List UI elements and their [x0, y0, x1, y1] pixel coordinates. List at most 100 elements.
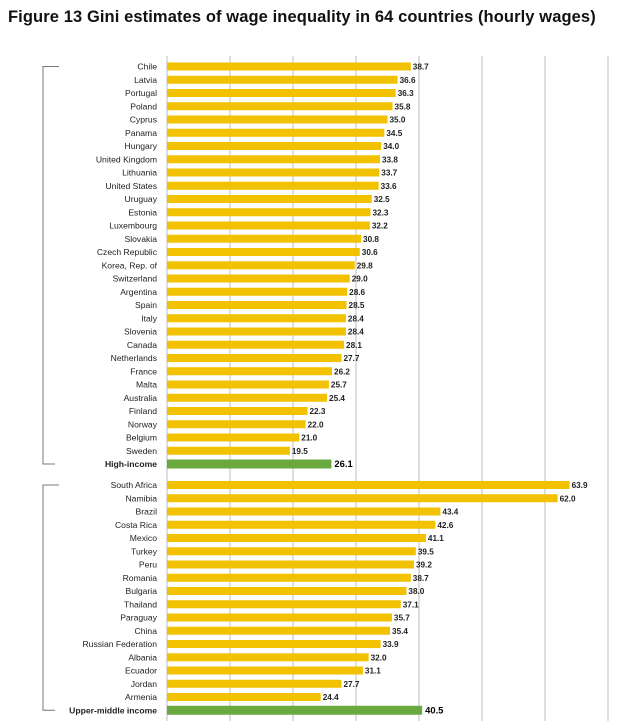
data-label-argentina: 28.6 [349, 288, 365, 297]
bar-portugal [167, 89, 396, 97]
data-label-belgium: 21.0 [301, 434, 317, 443]
data-label-russian-federation: 33.9 [383, 640, 399, 649]
category-labels: Chile Latvia Portugal Poland Cyprus Panama Hun… [69, 62, 158, 716]
data-label-chile: 38.7 [413, 63, 429, 72]
category-label-uruguay: Uruguay [125, 194, 158, 204]
category-label-united-kingdom: United Kingdom [96, 154, 157, 164]
data-label-costa-rica: 42.6 [437, 521, 453, 530]
bar-united-states [167, 181, 379, 190]
category-label-italy: Italy [141, 313, 157, 323]
data-label-korea-rep-of: 29.8 [357, 261, 373, 270]
category-label-thailand: Thailand [124, 599, 157, 609]
category-label-ecuador: Ecuador [125, 666, 157, 676]
category-label-russian-federation: Russian Federation [82, 639, 157, 649]
data-label-france: 26.2 [334, 367, 350, 376]
data-label-peru: 39.2 [416, 561, 432, 570]
category-label-south-africa: South Africa [111, 480, 158, 490]
bar-albania [167, 653, 369, 662]
category-label-paraguay: Paraguay [120, 613, 157, 623]
group-bracket-1 [42, 484, 59, 711]
bar-slovenia [167, 327, 346, 336]
category-label-spain: Spain [135, 300, 157, 310]
bar-luxembourg [167, 221, 370, 230]
category-label-australia: Australia [124, 393, 158, 403]
bar-panama [167, 128, 385, 137]
bar-netherlands [167, 354, 342, 362]
bar-poland [167, 102, 393, 111]
data-label-portugal: 36.3 [398, 89, 414, 98]
data-label-albania: 32.0 [371, 653, 387, 662]
data-label-poland: 35.8 [395, 102, 411, 111]
category-label-korea-rep-of: Korea, Rep. of [102, 260, 158, 270]
data-label-uruguay: 32.5 [374, 195, 390, 204]
data-label-namibia: 62.0 [560, 494, 576, 503]
group-bracket-0 [42, 66, 59, 465]
bar-namibia [167, 494, 558, 503]
category-label-cyprus: Cyprus [130, 115, 157, 125]
category-label-portugal: Portugal [125, 88, 157, 98]
bar-united-kingdom [167, 155, 380, 164]
bar-switzerland [167, 274, 350, 283]
data-label-italy: 28.4 [348, 314, 364, 323]
bar-russian-federation [167, 640, 381, 648]
bar-spain [167, 301, 347, 309]
category-label-slovenia: Slovenia [124, 327, 157, 337]
category-label-high-income: High-income [105, 459, 157, 469]
bar-china [167, 626, 391, 635]
category-label-armenia: Armenia [125, 692, 157, 702]
data-label-mexico: 41.1 [428, 534, 444, 543]
category-label-united-states: United States [105, 181, 157, 191]
category-label-chile: Chile [137, 62, 157, 72]
data-label-thailand: 37.1 [403, 600, 419, 609]
category-label-hungary: Hungary [125, 141, 158, 151]
data-label-bulgaria: 38.0 [408, 587, 424, 596]
category-label-lithuania: Lithuania [122, 168, 157, 178]
bar-peru [167, 560, 414, 569]
data-label-romania: 38.7 [413, 574, 429, 583]
bar-paraguay [167, 613, 392, 622]
category-label-china: China [135, 626, 158, 636]
bar-thailand [167, 600, 401, 609]
category-label-malta: Malta [136, 380, 157, 390]
bars [167, 62, 570, 715]
bar-belgium [167, 433, 300, 442]
category-label-belgium: Belgium [126, 433, 157, 443]
bar-finland [167, 407, 308, 415]
bar-south-africa [167, 481, 570, 489]
bar-cyprus [167, 115, 388, 124]
bar-ecuador [167, 666, 363, 675]
data-label-malta: 25.7 [331, 381, 347, 390]
category-label-switzerland: Switzerland [113, 274, 158, 284]
category-label-upper-middle-income: Upper-middle income [69, 705, 157, 715]
data-label-latvia: 36.6 [400, 76, 416, 85]
bar-sweden [167, 446, 290, 455]
chart-title: Figure 13 Gini estimates of wage inequal… [8, 8, 596, 26]
data-labels: 38.7 36.6 36.3 35.8 35.0 34.5 34.0 33.8 33.7 33.6… [292, 63, 588, 716]
category-label-poland: Poland [130, 101, 157, 111]
aggregate-bar-upper-middle-income [167, 705, 423, 715]
data-label-slovakia: 30.8 [363, 235, 379, 244]
category-label-finland: Finland [129, 406, 157, 416]
data-label-estonia: 32.3 [372, 208, 388, 217]
bar-norway [167, 420, 306, 429]
bar-chile [167, 62, 411, 71]
bar-bulgaria [167, 587, 407, 595]
category-label-estonia: Estonia [128, 207, 157, 217]
data-label-slovenia: 28.4 [348, 328, 364, 337]
data-label-finland: 22.3 [309, 407, 325, 416]
category-label-france: France [130, 366, 157, 376]
data-label-brazil: 43.4 [442, 508, 458, 517]
bar-malta [167, 380, 329, 389]
category-label-canada: Canada [127, 340, 157, 350]
aggregate-bar-high-income [167, 459, 332, 469]
data-label-jordan: 27.7 [344, 680, 360, 689]
data-label-turkey: 39.5 [418, 547, 434, 556]
category-label-bulgaria: Bulgaria [125, 586, 157, 596]
bar-estonia [167, 208, 371, 217]
bar-korea-rep-of [167, 261, 355, 270]
data-label-australia: 25.4 [329, 394, 345, 403]
bar-romania [167, 573, 411, 582]
data-label-armenia: 24.4 [323, 693, 339, 702]
bar-latvia [167, 75, 398, 84]
